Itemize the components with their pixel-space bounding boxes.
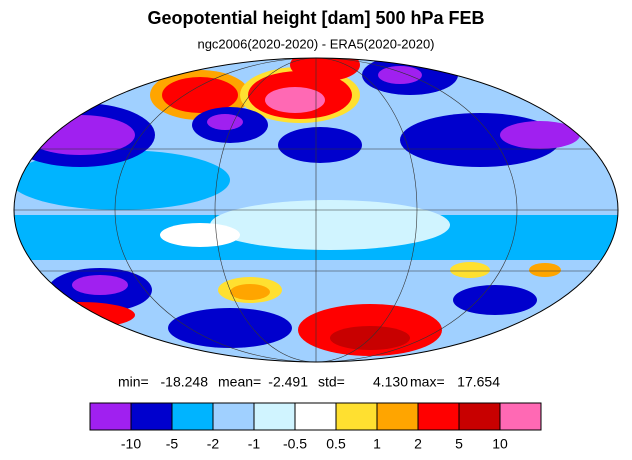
colorbar-box xyxy=(130,402,173,431)
stat-label: min= xyxy=(118,374,149,390)
colorbar-label: 2 xyxy=(414,436,422,452)
colorbar-label: -1 xyxy=(248,436,261,452)
subtitle: ngc2006(2020-2020) - ERA5(2020-2020) xyxy=(197,36,434,51)
colorbar-box xyxy=(253,402,296,431)
colorbar-box xyxy=(294,402,337,431)
colorbar-label: -2 xyxy=(207,436,220,452)
colorbar-label: 5 xyxy=(455,436,463,452)
map xyxy=(14,58,618,362)
globe-outline xyxy=(13,57,619,363)
colorbar-box xyxy=(212,402,255,431)
colorbar: -10 -5 -2 -1 -0.5 0.5 1 2 5 10 xyxy=(89,402,542,452)
stat-value: -2.491 xyxy=(268,374,308,390)
stat-label: std= xyxy=(318,374,345,390)
colorbar-box xyxy=(376,402,419,431)
colorbar-label: -10 xyxy=(121,436,141,452)
colorbar-box xyxy=(335,402,378,431)
colorbar-label: -5 xyxy=(166,436,179,452)
colorbar-label: 10 xyxy=(492,436,508,452)
colorbar-label: 0.5 xyxy=(326,436,346,452)
colorbar-label: 1 xyxy=(373,436,381,452)
stat-value: 4.130 xyxy=(373,374,408,390)
stat-value: 17.654 xyxy=(457,374,500,390)
colorbar-box xyxy=(89,402,132,431)
title: Geopotential height [dam] 500 hPa FEB xyxy=(147,8,484,28)
stat-value: -18.248 xyxy=(161,374,209,390)
stats: min= -18.248 mean= -2.491 std= 4.130 max= 17.65… xyxy=(118,374,500,390)
stat-label: max= xyxy=(410,374,445,390)
colorbar-box xyxy=(417,402,460,431)
stat-label: mean= xyxy=(218,374,261,390)
colorbar-box xyxy=(458,402,501,431)
colorbar-box xyxy=(499,402,542,431)
colorbar-box xyxy=(171,402,214,431)
colorbar-label: -0.5 xyxy=(283,436,307,452)
